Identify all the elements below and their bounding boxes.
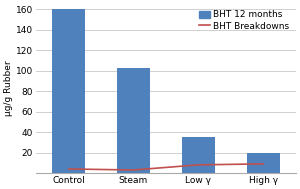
Bar (117, 68, 150, 173)
Bar (247, 153, 280, 173)
Bar (182, 137, 214, 173)
Y-axis label: μg/g Rubber: μg/g Rubber (4, 61, 13, 116)
Legend: BHT 12 months, BHT Breakdowns: BHT 12 months, BHT Breakdowns (197, 9, 291, 33)
Bar (52, 9, 85, 173)
